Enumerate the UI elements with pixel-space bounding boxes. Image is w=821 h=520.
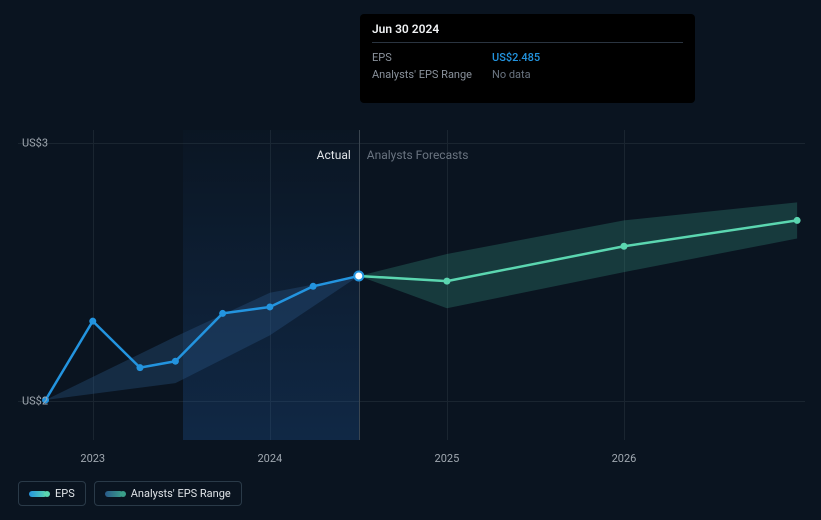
tooltip-value: No data (492, 66, 531, 83)
actual-marker (219, 310, 226, 317)
legend-item[interactable]: Analysts' EPS Range (94, 481, 242, 506)
actual-range-area (46, 276, 359, 400)
legend-item[interactable]: EPS (18, 481, 86, 506)
tooltip-title: Jun 30 2024 (372, 22, 683, 43)
plot-area[interactable]: Actual Analysts Forecasts US$2US$3 20232… (18, 130, 805, 440)
actual-marker-highlight (354, 271, 363, 280)
actual-marker (266, 303, 273, 310)
actual-marker (89, 318, 96, 325)
chart-tooltip: Jun 30 2024 EPSUS$2.485Analysts' EPS Ran… (360, 14, 695, 103)
chart-svg (18, 130, 805, 440)
tooltip-row: EPSUS$2.485 (372, 49, 683, 66)
tooltip-key: Analysts' EPS Range (372, 66, 492, 83)
x-axis-label: 2024 (257, 452, 282, 465)
legend-label: EPS (55, 487, 75, 500)
forecast-marker (620, 243, 627, 250)
forecast-marker (443, 278, 450, 285)
x-axis-label: 2023 (80, 452, 105, 465)
tooltip-row: Analysts' EPS RangeNo data (372, 66, 683, 83)
actual-marker (136, 364, 143, 371)
actual-marker (310, 283, 317, 290)
tooltip-key: EPS (372, 49, 492, 66)
tooltip-value: US$2.485 (492, 49, 540, 66)
x-axis-label: 2025 (435, 452, 460, 465)
legend-swatch (29, 491, 47, 497)
chart-legend: EPS Analysts' EPS Range (18, 481, 242, 506)
x-axis-label: 2026 (612, 452, 637, 465)
y-axis-label: US$3 (22, 136, 48, 149)
actual-marker (172, 358, 179, 365)
legend-swatch (105, 491, 123, 497)
y-axis-label: US$2 (22, 395, 48, 408)
forecast-marker (794, 217, 801, 224)
legend-label: Analysts' EPS Range (131, 487, 231, 500)
